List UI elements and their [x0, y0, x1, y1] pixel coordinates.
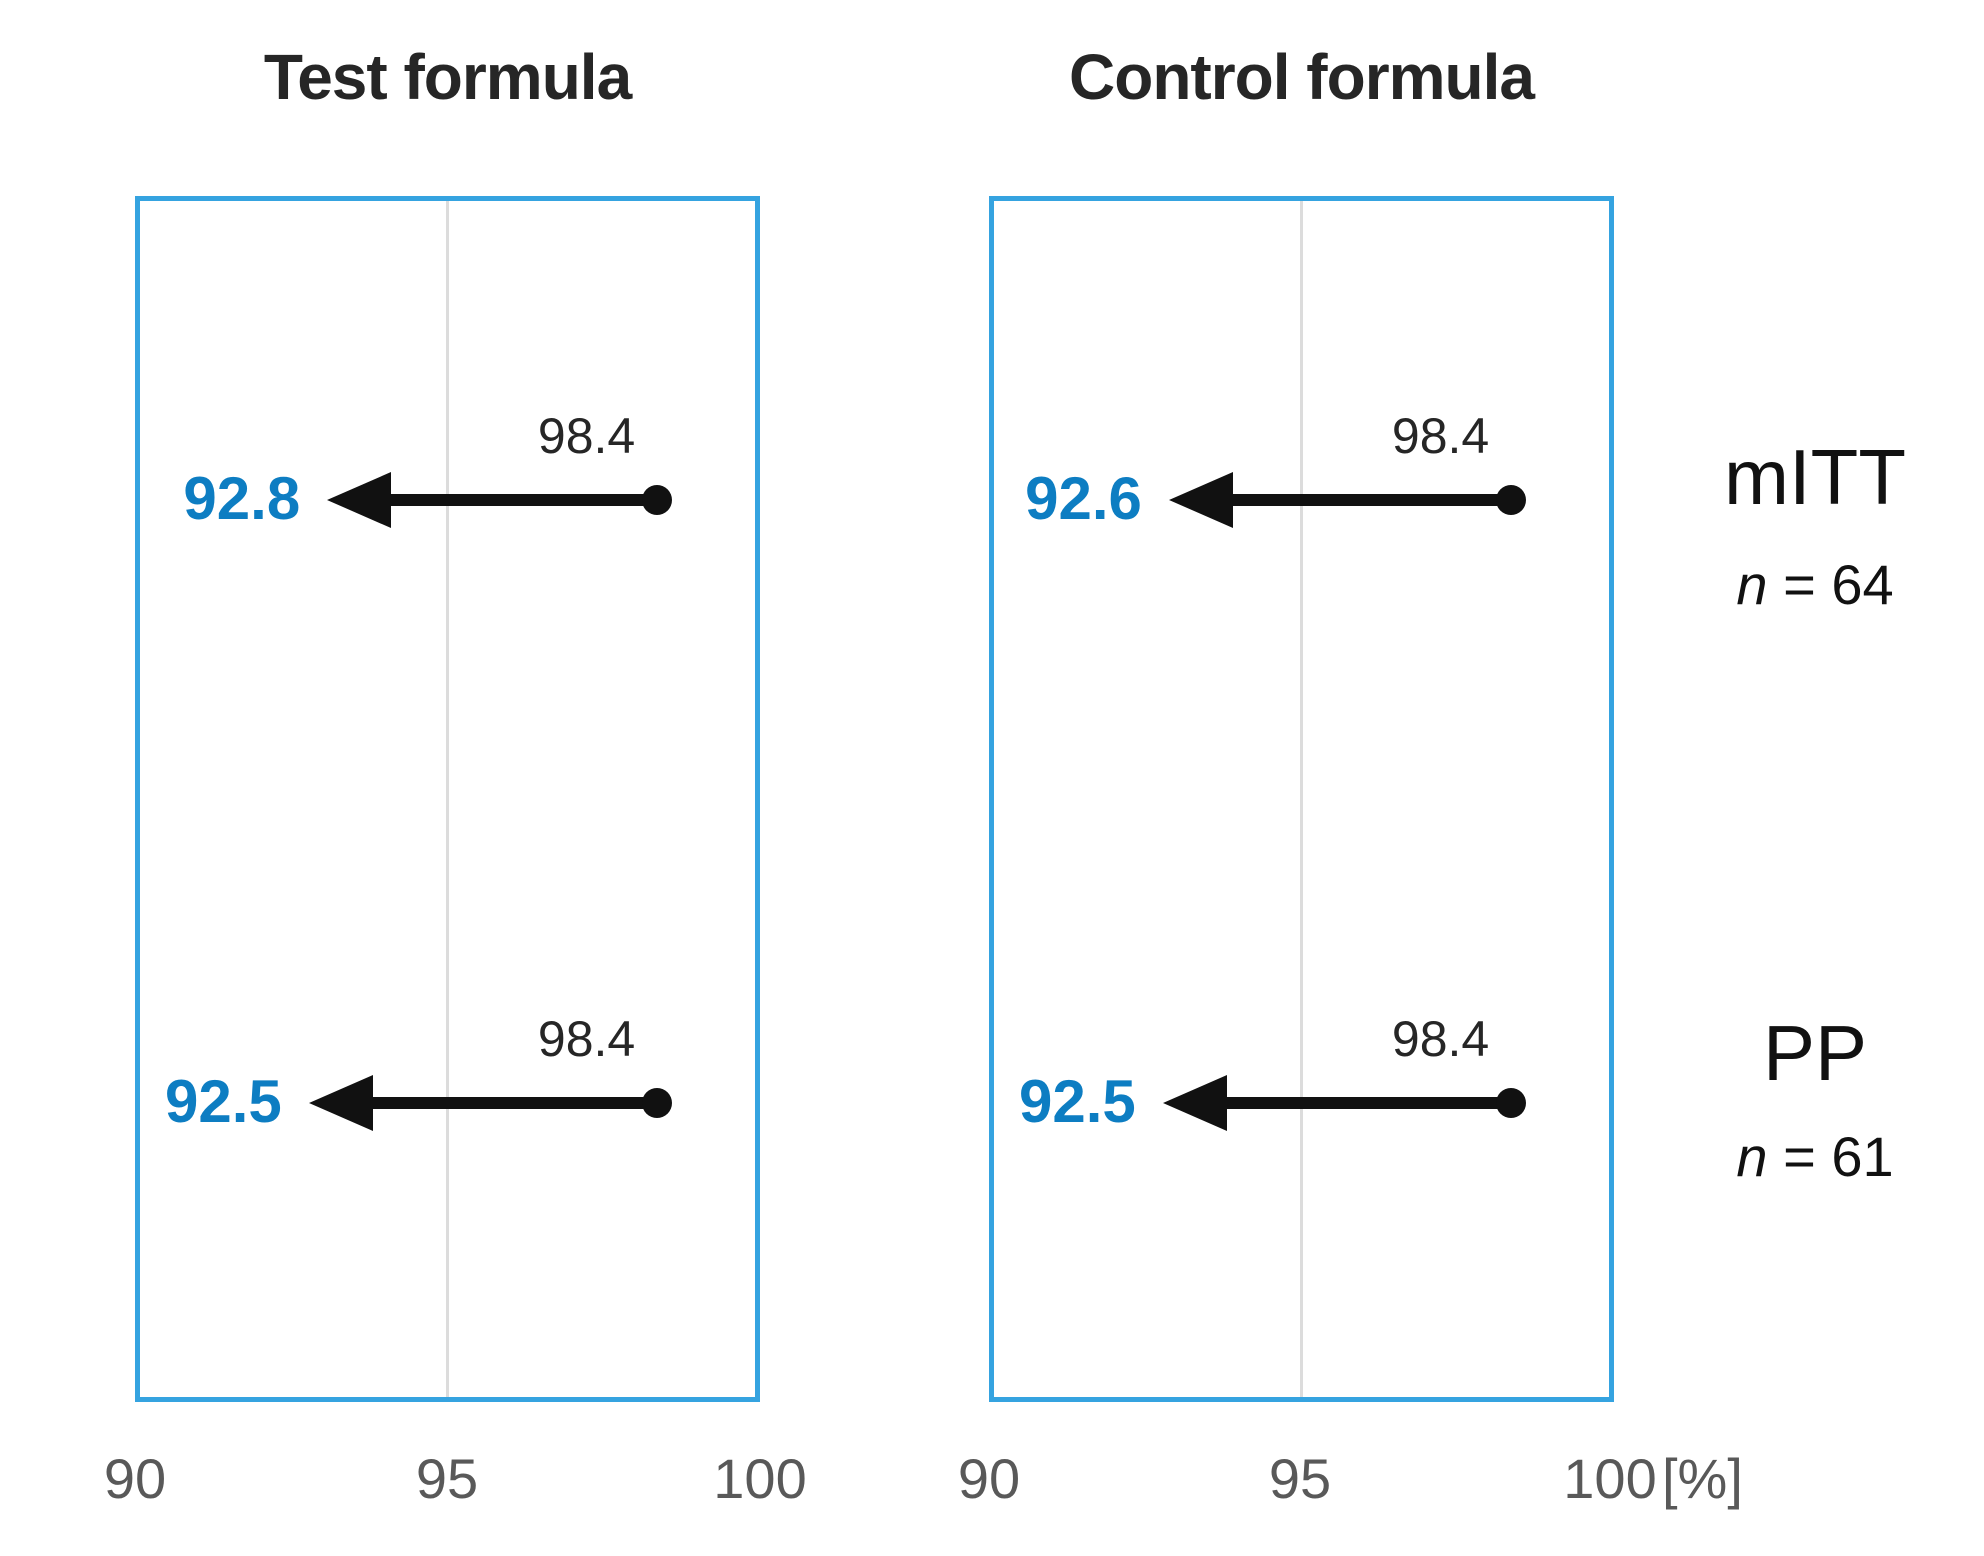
x-tick-90: 90 — [103, 1447, 167, 1510]
n-value: = 64 — [1767, 553, 1894, 616]
arrow-origin-dot — [641, 1087, 672, 1118]
n-value: = 61 — [1767, 1125, 1894, 1188]
arrow-head-left-icon — [1168, 472, 1233, 528]
arrow-head-left-icon — [1162, 1074, 1227, 1131]
x-tick-95: 95 — [415, 1447, 479, 1510]
arrow-shaft — [1220, 1096, 1511, 1109]
start-value-label: 98.4 — [537, 1010, 636, 1067]
end-value-label: 92.6 — [1025, 465, 1142, 533]
start-value-label: 98.4 — [537, 408, 636, 464]
group-n-pp: n = 61 — [1650, 1124, 1980, 1189]
end-value-label: 92.5 — [1018, 1067, 1136, 1135]
group-n-mitt: n = 64 — [1650, 552, 1980, 617]
arrow-origin-dot — [641, 485, 672, 515]
panel-title-control: Control formula — [1069, 41, 1535, 113]
arrow-shaft — [1226, 494, 1511, 506]
start-value-label: 98.4 — [1391, 408, 1490, 464]
arrow-head-left-icon — [327, 472, 392, 528]
end-value-label: 92.5 — [164, 1067, 282, 1135]
arrow-shaft — [385, 494, 657, 506]
n-variable: n — [1736, 553, 1768, 616]
x-tick-100: 100 — [1563, 1447, 1657, 1510]
gridline-95 — [446, 201, 449, 1397]
x-tick-90: 90 — [957, 1447, 1021, 1510]
panel-title-test: Test formula — [263, 41, 632, 113]
end-value-label: 92.8 — [183, 465, 301, 533]
n-variable: n — [1736, 1125, 1768, 1188]
panel-control-formula: 98.4 92.6 98.4 92.5 — [989, 196, 1614, 1402]
group-label-pp: PP — [1762, 1009, 1868, 1097]
arrow-shaft — [366, 1096, 657, 1109]
arrow-origin-dot — [1495, 1087, 1526, 1118]
start-value-label: 98.4 — [1391, 1010, 1490, 1067]
gridline-95 — [1300, 201, 1303, 1397]
arrow-origin-dot — [1495, 485, 1526, 515]
arrow-head-left-icon — [308, 1074, 373, 1131]
panel-test-formula: 98.4 92.8 98.4 92.5 — [135, 196, 760, 1402]
x-axis-unit-label: [%] — [1662, 1447, 1743, 1510]
x-tick-95: 95 — [1268, 1447, 1332, 1510]
x-tick-100: 100 — [713, 1447, 807, 1510]
group-label-mitt: mITT — [1724, 433, 1906, 521]
